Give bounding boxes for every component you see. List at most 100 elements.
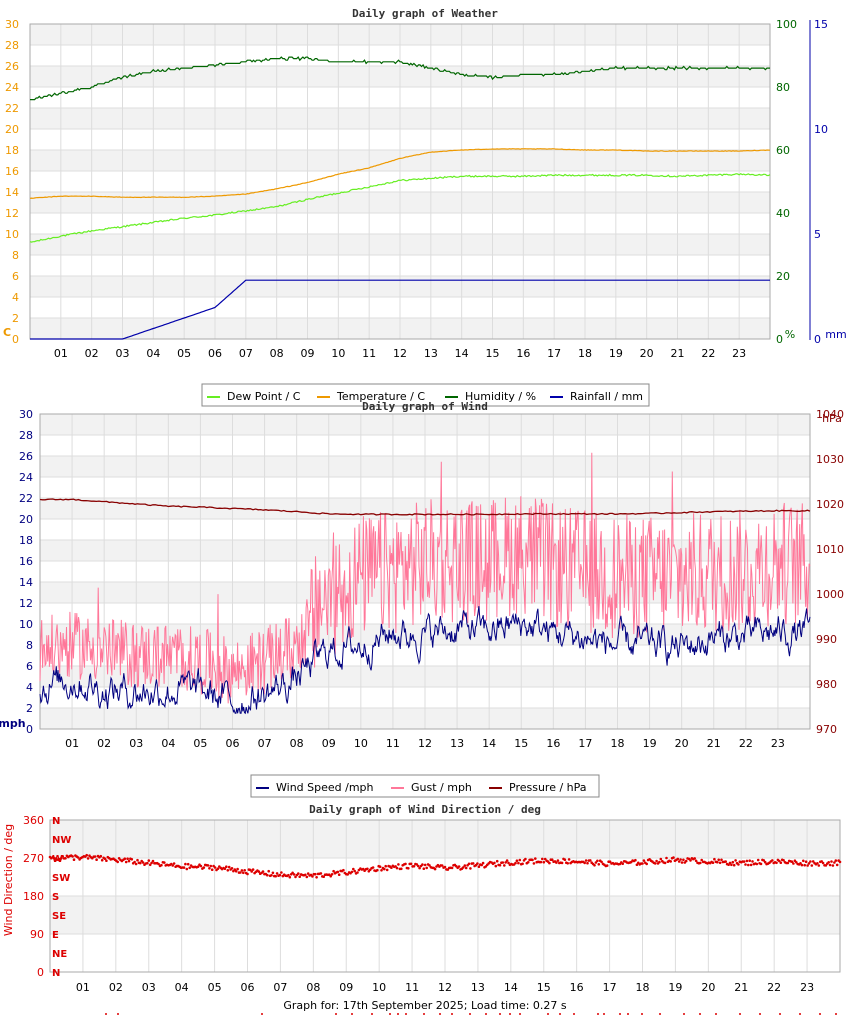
humidity-tick-label: 100: [776, 18, 797, 31]
wind-direction-point: [366, 867, 369, 871]
wind-direction-point: [336, 870, 340, 874]
hour-tick-label: 23: [800, 981, 814, 994]
wind-direction-point: [134, 862, 138, 866]
wind-direction-point: [663, 861, 667, 865]
hour-tick-label: 04: [175, 981, 189, 994]
wind-direction-point: [332, 869, 335, 873]
wind-direction-point: [297, 872, 300, 875]
wind-direction-point: [213, 866, 217, 869]
wind-direction-point: [184, 862, 187, 866]
temperature-tick-label: 10: [5, 228, 19, 241]
hour-tick-label: 01: [76, 981, 90, 994]
hour-tick-label: 06: [226, 737, 240, 750]
wind-direction-point: [816, 862, 819, 865]
temperature-tick-label: 28: [5, 39, 19, 52]
wind-direction-point: [531, 858, 534, 862]
pressure-tick-label: 1000: [816, 588, 844, 601]
wind-direction-point: [494, 864, 498, 868]
hour-tick-label: 07: [258, 737, 272, 750]
wind-direction-point: [526, 861, 530, 864]
wind-direction-point: [745, 859, 749, 863]
gust-legend-label: Gust / mph: [411, 781, 472, 794]
wind-direction-point: [124, 860, 128, 864]
hour-tick-label: 16: [546, 737, 560, 750]
wind-speed-tick-label: 20: [19, 513, 33, 526]
wind-direction-point: [728, 861, 732, 865]
wind-direction-point: [594, 861, 598, 864]
hour-tick-label: 08: [306, 981, 320, 994]
hour-tick-label: 05: [177, 347, 191, 360]
hour-tick-label: 18: [578, 347, 592, 360]
wind-direction-point: [680, 861, 684, 864]
wind-direction-point: [778, 859, 781, 863]
rainfall-legend-label: Rainfall / mm: [570, 390, 643, 403]
wind-direction-point: [210, 868, 214, 871]
wind-direction-point: [275, 872, 279, 875]
wind-direction-point: [498, 863, 502, 867]
pressure-axis-ticks: 970 980 990 1000 1010 1020 1030 1040: [816, 408, 844, 736]
footer-marker-dot: [499, 1013, 501, 1015]
wind-direction-point: [71, 855, 74, 858]
wind-direction-tick-label: 270: [23, 852, 44, 865]
wind-speed-tick-label: 26: [19, 450, 33, 463]
wind-direction-chart-title: Daily graph of Wind Direction / deg: [309, 803, 541, 816]
wind-direction-point: [133, 860, 136, 864]
wind-direction-point: [409, 862, 413, 866]
wind-direction-point: [383, 867, 386, 871]
wind-direction-point: [779, 861, 783, 864]
humidity-tick-label: 20: [776, 270, 790, 283]
wind-direction-point: [230, 867, 234, 870]
wind-direction-point: [556, 859, 560, 862]
hour-tick-label: 09: [322, 737, 336, 750]
humidity-unit-label: %: [785, 328, 795, 341]
wind-speed-tick-label: 24: [19, 471, 33, 484]
pressure-tick-label: 1030: [816, 453, 844, 466]
footer-marker-dot: [405, 1013, 407, 1015]
hour-tick-label: 10: [331, 347, 345, 360]
footer-marker-dot: [659, 1013, 661, 1015]
hour-tick-label: 06: [241, 981, 255, 994]
wind-direction-point: [226, 869, 230, 872]
pressure-legend-label: Pressure / hPa: [509, 781, 587, 794]
temperature-tick-label: 6: [12, 270, 19, 283]
wind-direction-tick-label: 90: [30, 928, 44, 941]
wind-direction-tick-label: 180: [23, 890, 44, 903]
hour-tick-label: 19: [609, 347, 623, 360]
wind-direction-point: [831, 864, 835, 867]
hour-tick-label: 07: [239, 347, 253, 360]
wind-direction-point: [635, 863, 639, 866]
footer-marker-dot: [261, 1013, 263, 1015]
wind-direction-point: [503, 864, 506, 867]
wind-direction-point: [380, 869, 383, 872]
wind-direction-point: [810, 864, 814, 867]
wind-direction-point: [400, 867, 403, 871]
wind-direction-point: [433, 867, 437, 871]
hour-tick-label: 20: [640, 347, 654, 360]
wind-direction-point: [257, 870, 261, 873]
rainfall-tick-label: 0: [814, 333, 821, 346]
wind-direction-point: [541, 857, 544, 861]
compass-point-label: N: [52, 816, 60, 827]
temperature-tick-label: 12: [5, 207, 19, 220]
wind-direction-point: [720, 858, 723, 862]
hour-tick-label: 19: [668, 981, 682, 994]
pressure-unit-label: hPa: [822, 412, 842, 425]
rainfall-tick-label: 15: [814, 18, 828, 31]
wind-direction-point: [641, 862, 644, 865]
wind-direction-point: [425, 866, 429, 870]
wind-direction-point: [514, 861, 517, 865]
wind-direction-point: [428, 864, 431, 867]
wind-speed-tick-label: 0: [26, 723, 33, 736]
wind-direction-point: [116, 860, 119, 864]
wind-direction-point: [463, 864, 467, 867]
wind-plot-frame: [39, 413, 811, 730]
wind-direction-point: [507, 861, 510, 865]
gust-line: [39, 452, 811, 704]
wind-direction-point: [718, 861, 722, 865]
wind-speed-unit-label: mph: [0, 717, 26, 730]
footer-marker-dot: [105, 1013, 107, 1015]
footer-marker-dot: [683, 1013, 685, 1015]
footer-marker-dot: [509, 1013, 511, 1015]
hour-tick-label: 12: [418, 737, 432, 750]
